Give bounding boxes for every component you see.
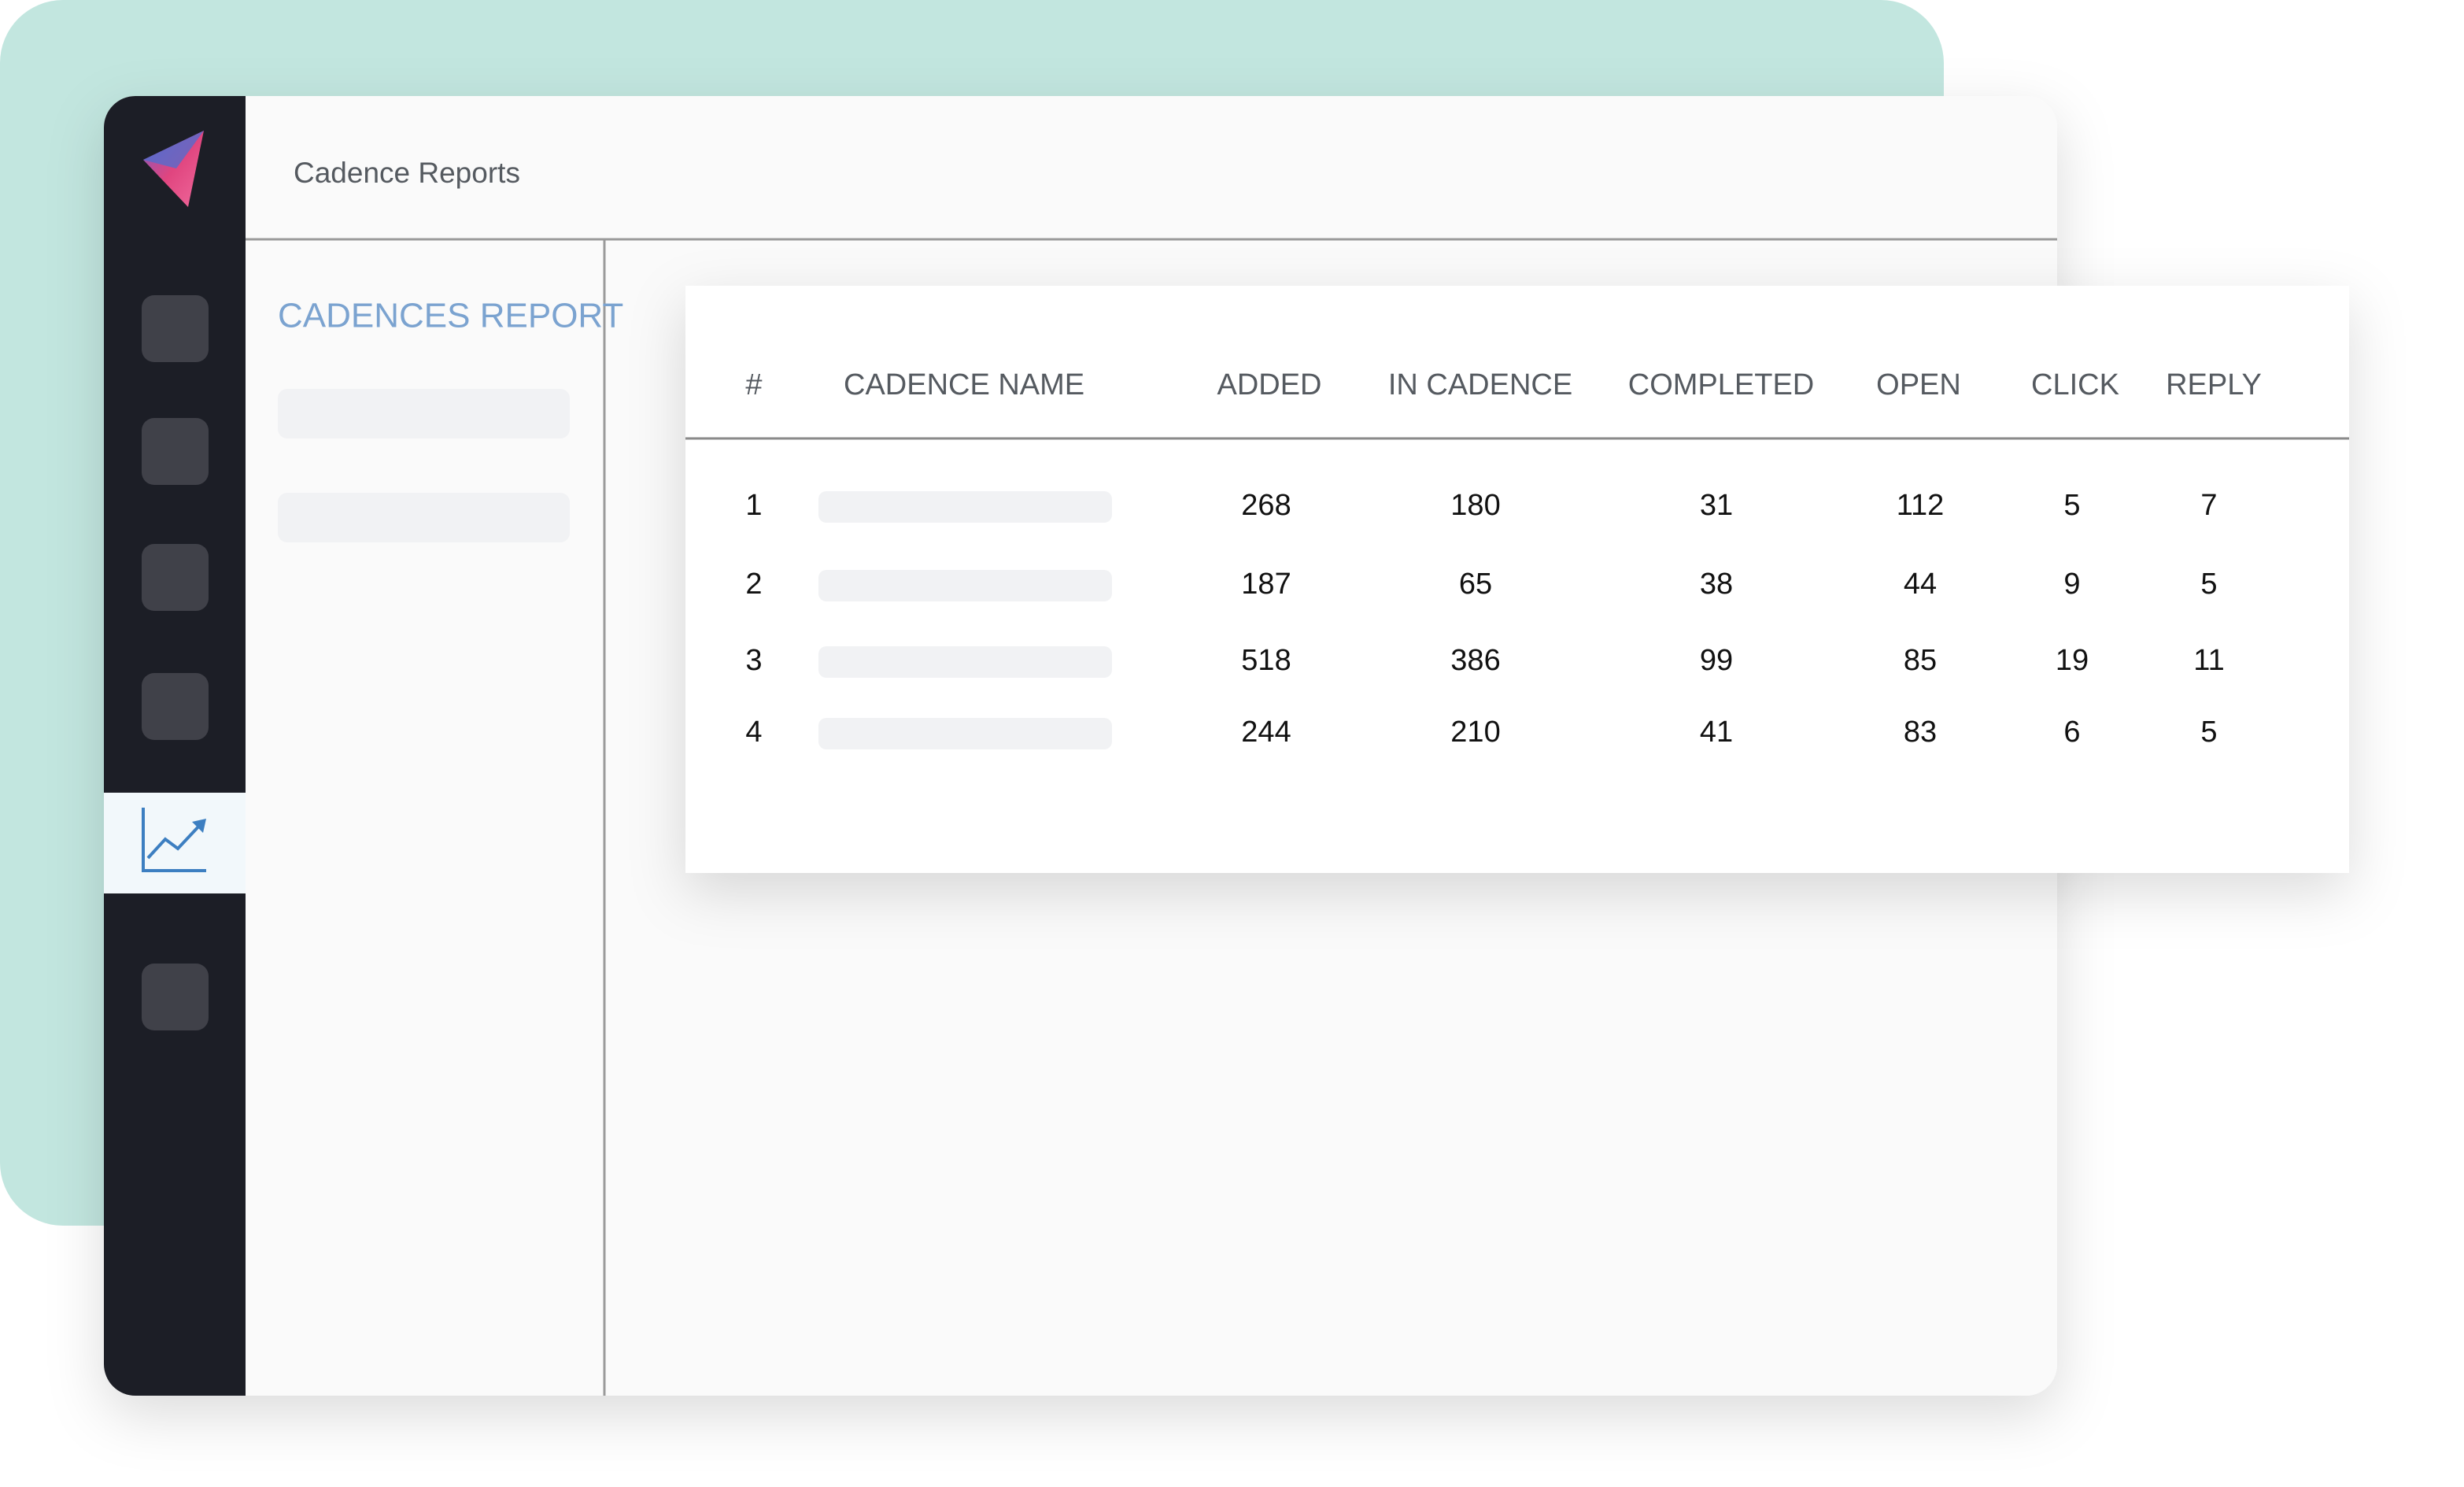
table-cell: 11 xyxy=(2193,644,2224,677)
chart-icon-arrow xyxy=(192,819,206,833)
column-header: ADDED xyxy=(1217,368,1321,401)
column-header: REPLY xyxy=(2166,368,2262,401)
table-cell: 112 xyxy=(1897,489,1945,522)
logo-facet xyxy=(143,131,204,168)
table-cell: 83 xyxy=(1904,716,1937,749)
nav-active-bg xyxy=(104,793,246,893)
logo xyxy=(143,131,204,207)
nav-reports-active[interactable] xyxy=(104,793,246,893)
chart-icon-axes xyxy=(142,808,206,872)
column-header: IN CADENCE xyxy=(1388,368,1572,401)
name-placeholder xyxy=(818,491,1112,523)
table-cell: 44 xyxy=(1904,568,1937,601)
table-cell: 19 xyxy=(2056,644,2089,677)
column-header: OPEN xyxy=(1876,368,1961,401)
table-cell: 7 xyxy=(2200,489,2217,522)
table-cell: 180 xyxy=(1450,489,1500,522)
table-cell: 85 xyxy=(1904,644,1937,677)
column-header: # xyxy=(745,368,762,401)
nav-item[interactable] xyxy=(142,964,209,1030)
table-cell: 2 xyxy=(745,568,762,601)
table-cell: 3 xyxy=(745,644,762,677)
table-cell: 5 xyxy=(2200,568,2217,601)
panel-title: CADENCES REPORT xyxy=(278,297,623,335)
table-cell: 268 xyxy=(1241,489,1291,522)
table-cell: 6 xyxy=(2063,716,2080,749)
table-cell: 38 xyxy=(1700,568,1733,601)
table-cell: 1 xyxy=(745,489,762,522)
table-cell: 386 xyxy=(1450,644,1500,677)
name-placeholder xyxy=(818,570,1112,601)
table-cell: 4 xyxy=(745,716,762,749)
placeholder xyxy=(278,389,570,438)
placeholder xyxy=(278,493,570,542)
nav-item[interactable] xyxy=(142,544,209,611)
table-cell: 518 xyxy=(1241,644,1291,677)
table-cell: 210 xyxy=(1450,716,1500,749)
table-cell: 5 xyxy=(2200,716,2217,749)
table-cell: 9 xyxy=(2063,568,2080,601)
table-cell: 65 xyxy=(1459,568,1492,601)
table-cell: 41 xyxy=(1700,716,1733,749)
nav-item[interactable] xyxy=(142,673,209,740)
table-cell: 5 xyxy=(2063,489,2080,522)
nav-item[interactable] xyxy=(142,295,209,362)
page-title: Cadence Reports xyxy=(294,157,520,189)
column-header: CADENCE NAME xyxy=(844,368,1084,401)
name-placeholder xyxy=(818,646,1112,678)
chart-icon-line xyxy=(146,822,203,860)
nav-item[interactable] xyxy=(142,418,209,485)
sidebar xyxy=(104,96,246,1396)
table-cell: 244 xyxy=(1241,716,1291,749)
table-cell: 99 xyxy=(1700,644,1733,677)
table-cell: 187 xyxy=(1241,568,1291,601)
name-placeholder xyxy=(818,718,1112,749)
report-table: # CADENCE NAME ADDED IN CADENCE COMPLETED OPE… xyxy=(745,368,2262,749)
column-header: CLICK xyxy=(2031,368,2119,401)
column-header: COMPLETED xyxy=(1628,368,1814,401)
table-cell: 31 xyxy=(1700,489,1733,522)
